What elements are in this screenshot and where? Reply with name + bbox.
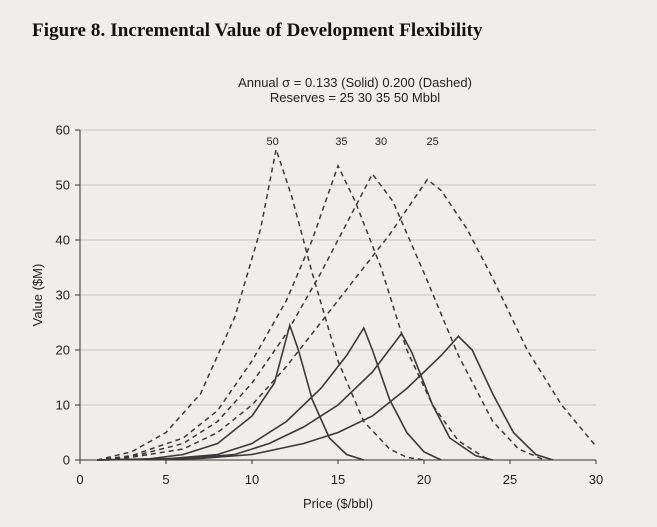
y-axis-label: Value ($M)	[30, 264, 45, 327]
x-tick-label: 10	[245, 472, 259, 487]
x-tick-label: 30	[589, 472, 603, 487]
subtitle-line-2: Reserves = 25 30 35 50 Mbbl	[269, 90, 441, 105]
chart-subtitle: Annual σ = 0.133 (Solid) 0.200 (Dashed) …	[180, 75, 530, 105]
y-tick-label: 0	[63, 453, 70, 468]
solid-series-line-7	[97, 335, 554, 461]
subtitle-line-1: Annual σ = 0.133 (Solid) 0.200 (Dashed)	[238, 75, 472, 90]
x-tick-label: 15	[331, 472, 345, 487]
figure-title: Figure 8. Incremental Value of Developme…	[32, 20, 483, 41]
y-tick-label: 30	[56, 288, 70, 303]
solid-series-line-5	[97, 326, 442, 461]
y-tick-label: 10	[56, 398, 70, 413]
y-tick-label: 60	[56, 123, 70, 138]
x-tick-label: 25	[503, 472, 517, 487]
dashed-series-line-1	[97, 163, 494, 461]
y-tick-label: 40	[56, 233, 70, 248]
peak-label-30: 30	[375, 136, 387, 148]
peak-labels: 50 35 30 25	[267, 136, 439, 148]
solid-series-line-6	[97, 332, 493, 461]
y-tick-label: 20	[56, 343, 70, 358]
solid-series-line-4	[97, 322, 365, 461]
dashed-series-line-0	[97, 146, 425, 461]
data-curves	[97, 146, 597, 461]
x-tick-label: 20	[417, 472, 431, 487]
peak-label-25: 25	[426, 136, 438, 148]
y-tick-label: 50	[56, 178, 70, 193]
x-tick-label: 5	[162, 472, 169, 487]
peak-label-50: 50	[267, 136, 279, 148]
gridlines	[80, 129, 596, 406]
tick-labels: 0 10 20 30 40 50 60 0 5 10 15 20 25 30	[56, 123, 604, 488]
dashed-series-line-2	[97, 172, 545, 461]
peak-label-35: 35	[335, 136, 347, 148]
dashed-series-line-3	[97, 178, 597, 461]
x-tick-label: 0	[76, 472, 83, 487]
x-axis-label: Price ($/bbl)	[303, 496, 373, 511]
